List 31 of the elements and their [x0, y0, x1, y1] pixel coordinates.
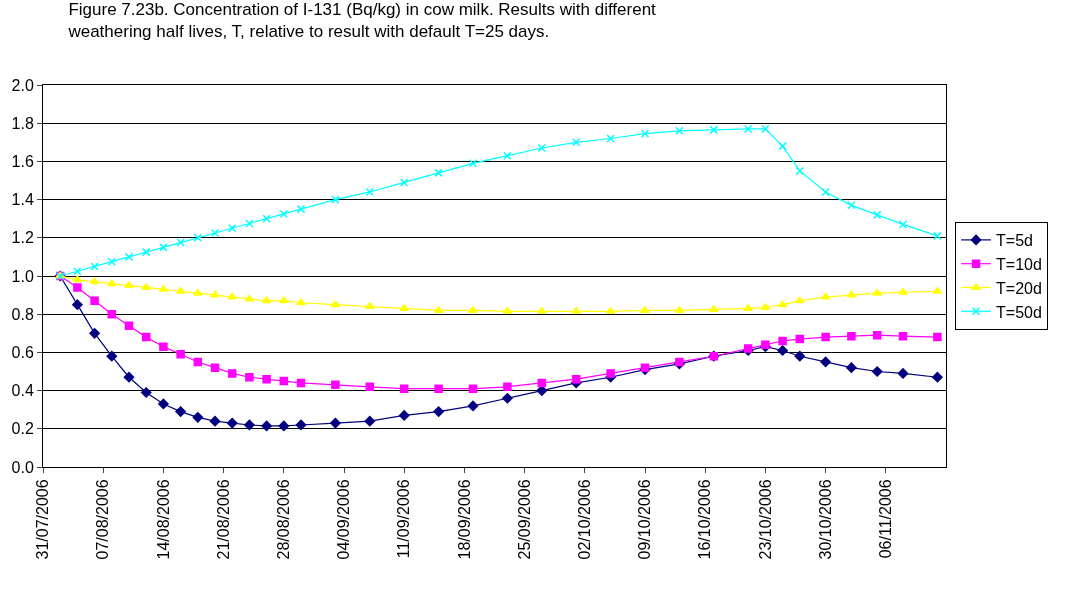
y-tick-label: 0.8	[11, 305, 34, 323]
x-tick-label: 31/07/2006	[34, 479, 52, 560]
chart-title: Figure 7.23b. Concentration of I-131 (Bq/kg) in cow milk. Results with different weathering half lives, T, relative to result with default T=25 days.	[67, 0, 657, 41]
legend-label: T=5d	[996, 232, 1033, 250]
y-tick-label: 2.0	[11, 76, 34, 94]
legend-label: T=50d	[996, 303, 1042, 321]
x-tick-label: 21/08/2006	[214, 479, 232, 560]
legend-label: T=20d	[996, 279, 1042, 297]
y-tick-label: 1.4	[11, 191, 34, 209]
x-tick-label: 30/10/2006	[816, 479, 834, 560]
y-tick-label: 1.0	[11, 267, 34, 285]
y-tick-label: 0.2	[11, 420, 34, 438]
x-tick-label: 09/10/2006	[636, 479, 654, 560]
x-tick-label: 06/11/2006	[877, 479, 894, 559]
y-tick-label: 0.6	[11, 344, 34, 361]
x-tick-label: 02/10/2006	[576, 479, 593, 560]
x-tick-label: 28/08/2006	[275, 479, 292, 560]
x-tick-label: 11/09/2006	[395, 479, 413, 559]
x-tick-label: 18/09/2006	[455, 479, 473, 560]
x-tick-label: 07/08/2006	[94, 479, 112, 560]
y-tick-label: 0.0	[11, 458, 34, 476]
x-tick-label: 14/08/2006	[154, 479, 172, 560]
y-tick-label: 1.8	[11, 114, 34, 132]
legend-label: T=10d	[996, 255, 1042, 273]
x-tick-label: 04/09/2006	[335, 479, 353, 560]
x-tick-label: 16/10/2006	[696, 479, 714, 560]
y-tick-label: 0.4	[11, 382, 34, 400]
x-tick-label: 25/09/2006	[515, 479, 533, 560]
x-tick-label: 23/10/2006	[756, 479, 774, 560]
y-tick-label: 1.2	[11, 229, 34, 247]
y-tick-label: 1.6	[11, 153, 34, 170]
